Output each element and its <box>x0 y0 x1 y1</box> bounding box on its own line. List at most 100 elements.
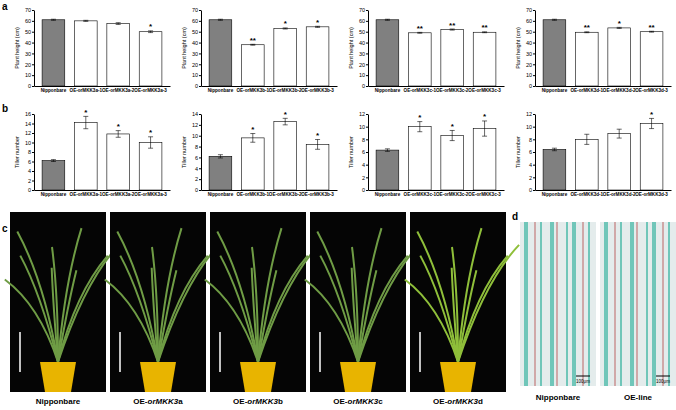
x-axis-line <box>202 86 338 87</box>
bar <box>209 20 232 86</box>
bar <box>107 24 130 86</box>
y-tick-mark <box>533 127 535 128</box>
x-tick: Nipponbare <box>375 190 401 197</box>
error-cap <box>218 157 223 158</box>
y-tick: 12 <box>192 122 201 128</box>
leaf <box>317 232 358 362</box>
x-tick-label: Nipponbare <box>208 192 234 197</box>
y-tick: 0 <box>529 83 535 89</box>
y-tick-mark <box>199 64 201 65</box>
y-tick-mark <box>533 43 535 44</box>
y-tick: 0 <box>362 187 368 193</box>
leaf <box>120 256 158 362</box>
y-tick-label: 8 <box>529 137 532 143</box>
y-tick-label: 10 <box>359 72 365 78</box>
leaf <box>358 228 382 362</box>
x-tick-label: OE-orMKK3c-2 <box>436 192 469 197</box>
y-tick-label: 0 <box>529 187 532 193</box>
photo-background <box>310 212 406 392</box>
x-tick: OE-orMKK3d-2 <box>603 86 636 93</box>
significance-label: ** <box>250 36 257 45</box>
leaf <box>458 245 519 362</box>
y-tick-mark <box>199 179 201 180</box>
x-tick-label: OE-orMKK3a-1 <box>70 88 103 93</box>
micrograph-label: Nipponbare <box>536 393 581 402</box>
error-cap <box>148 148 153 149</box>
error-cap <box>450 140 455 141</box>
x-tick-label: OE-orMKK3d-2 <box>603 88 636 93</box>
y-axis-line <box>535 11 536 87</box>
plot-area <box>376 19 496 86</box>
tissue-stripe <box>620 222 622 386</box>
significance-label: * <box>251 125 255 134</box>
plant-photo <box>5 212 119 392</box>
y-tick-label: 10 <box>526 124 532 130</box>
significance-label: * <box>117 122 121 131</box>
pot <box>440 362 476 392</box>
error-cap <box>617 28 622 29</box>
error-cap <box>552 150 557 151</box>
y-tick: 60 <box>25 18 34 24</box>
y-tick-mark <box>533 32 535 33</box>
error-bar <box>649 118 654 128</box>
y-tick-label: 30 <box>192 51 198 57</box>
y-tick-mark <box>32 21 34 22</box>
leaf <box>458 256 508 362</box>
bar <box>608 28 631 86</box>
error-bar <box>83 116 88 128</box>
y-tick-label: 8 <box>28 149 31 155</box>
error-cap <box>283 29 288 30</box>
error-stem <box>85 116 86 128</box>
y-tick: 16 <box>25 111 34 117</box>
plant-photo <box>205 212 319 392</box>
error-cap <box>552 148 557 149</box>
significance-label: ** <box>449 21 456 30</box>
bar <box>441 30 464 86</box>
x-axis: NipponbareOE-orMKK3a-1OE-orMKK3a-2OE-orM… <box>35 86 171 93</box>
y-tick-label: 8 <box>362 137 365 143</box>
y-tick: 60 <box>526 18 535 24</box>
y-tick-label: 12 <box>359 111 365 117</box>
y-tick-label: 10 <box>192 72 198 78</box>
photo-label: OE-orMKK3b <box>233 397 283 406</box>
y-tick-label: 2 <box>28 178 31 184</box>
panel-label: a <box>2 1 8 12</box>
y-tick: 2 <box>28 178 34 184</box>
error-bar <box>385 19 390 20</box>
bar <box>575 139 598 190</box>
leaf <box>458 228 482 362</box>
error-stem <box>554 148 555 151</box>
x-axis: NipponbareOE-orMKK3d-1OE-orMKK3d-2OE-orM… <box>536 86 672 93</box>
y-tick: 70 <box>359 7 368 13</box>
bar <box>42 20 65 86</box>
y-tick: 14 <box>192 111 201 117</box>
y-axis-title: Tiller number <box>515 136 521 168</box>
x-tick-label: OE-orMKK3c-3 <box>468 88 501 93</box>
bar-chart: 010203040506070NipponbareOE-orMKK3d-1OE-… <box>515 7 672 93</box>
x-tick: OE-orMKK3c-2 <box>436 190 469 197</box>
y-tick: 8 <box>362 137 368 143</box>
y-tick: 60 <box>359 18 368 24</box>
bar <box>408 127 431 190</box>
y-tick: 30 <box>359 51 368 57</box>
y-axis-title: Plant height (cm) <box>181 27 187 69</box>
y-axis: 02468101214 <box>192 111 202 193</box>
y-tick-label: 20 <box>359 62 365 68</box>
y-tick-label: 40 <box>359 40 365 46</box>
y-tick-mark <box>366 75 368 76</box>
y-tick-label: 60 <box>359 18 365 24</box>
bar <box>441 136 464 190</box>
photo-background <box>110 212 206 392</box>
y-tick-mark <box>32 162 34 163</box>
significance-label: * <box>316 131 320 140</box>
y-tick-label: 30 <box>526 51 532 57</box>
y-tick-label: 0 <box>28 83 31 89</box>
tissue-stripe <box>556 222 558 386</box>
error-bar <box>482 121 487 136</box>
y-tick: 8 <box>28 149 34 155</box>
y-axis-line <box>201 11 202 87</box>
x-tick: OE-orMKK3a-3 <box>134 86 167 93</box>
x-tick-label: Nipponbare <box>375 88 401 93</box>
bar <box>241 138 264 190</box>
y-tick: 70 <box>192 7 201 13</box>
